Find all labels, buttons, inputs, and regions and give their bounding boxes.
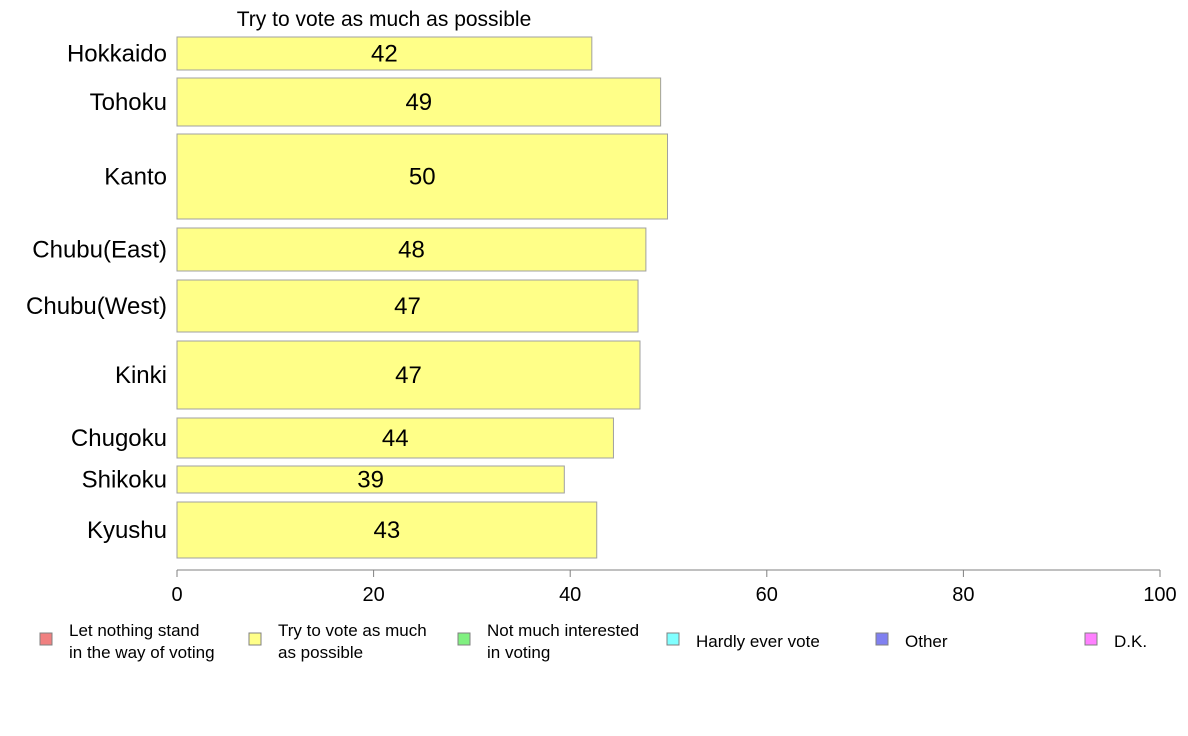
bars-layer: Hokkaido 42 Tohoku 49 Kanto 50 Chubu(East) 48 Ch… (26, 36, 669, 559)
data-label: 43 (374, 517, 401, 544)
bar (176, 279, 639, 333)
data-label: 48 (398, 237, 425, 264)
x-tick-label: 100 (1143, 584, 1176, 606)
legend-swatch (1084, 632, 1098, 646)
data-label: 47 (394, 293, 421, 320)
category-label: Tohoku (90, 89, 167, 116)
x-tick-label: 80 (952, 584, 974, 606)
bar (176, 227, 647, 272)
bar (176, 36, 593, 71)
legend-label: D.K. (1114, 632, 1147, 651)
x-tick-label: 20 (362, 584, 384, 606)
legend-label: in voting (487, 643, 550, 662)
bar (176, 77, 662, 127)
legend-label: Let nothing stand (69, 621, 199, 640)
bar (176, 417, 614, 459)
legend-label: Other (905, 632, 948, 651)
data-label: 44 (382, 425, 409, 452)
category-label: Kyushu (87, 517, 167, 544)
legend-label: Try to vote as much (278, 621, 427, 640)
category-label: Shikoku (82, 467, 167, 494)
legend-swatch (39, 632, 53, 646)
category-label: Hokkaido (67, 41, 167, 68)
legend: Let nothing stand in the way of voting Try… (39, 621, 1147, 662)
legend-swatch (457, 632, 471, 646)
x-tick-label: 0 (171, 584, 182, 606)
category-label: Kinki (115, 362, 167, 389)
data-label: 49 (405, 89, 432, 116)
legend-swatch (875, 632, 889, 646)
bar (176, 340, 641, 410)
legend-swatch (248, 632, 262, 646)
x-tick-label: 60 (756, 584, 778, 606)
category-label: Chugoku (71, 425, 167, 452)
data-label: 50 (409, 164, 436, 191)
legend-label: Hardly ever vote (696, 632, 820, 651)
legend-label: in the way of voting (69, 643, 215, 662)
legend-label: Not much interested (487, 621, 639, 640)
bar (176, 133, 669, 220)
data-label: 39 (357, 467, 384, 494)
x-axis: 0 20 40 60 80 100 (171, 569, 1177, 606)
legend-swatch (666, 632, 680, 646)
category-label: Kanto (104, 164, 167, 191)
bar (176, 465, 565, 494)
bar (176, 501, 598, 559)
chart-title: Try to vote as much as possible (237, 8, 532, 31)
legend-label: as possible (278, 643, 363, 662)
category-label: Chubu(West) (26, 293, 167, 320)
data-label: 47 (395, 362, 422, 389)
category-label: Chubu(East) (32, 237, 167, 264)
x-tick-label: 40 (559, 584, 581, 606)
data-label: 42 (371, 41, 398, 68)
